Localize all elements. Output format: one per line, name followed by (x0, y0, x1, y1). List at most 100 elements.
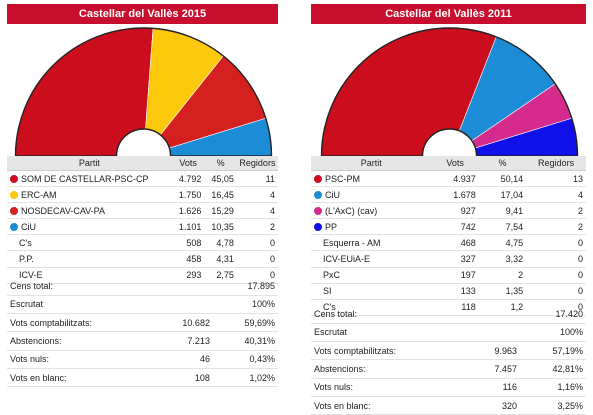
party-cell: C's (7, 234, 172, 252)
stats-row: Vots en blanc: 320 3,25% (311, 396, 586, 415)
stat-percent: 17.895 (212, 277, 278, 296)
party-cell: CiU (7, 218, 172, 236)
party-name: (L'AxC) (cav) (325, 205, 378, 216)
seats-cell: 0 (526, 283, 586, 300)
party-name: SOM DE CASTELLAR-PSC-CP (21, 173, 149, 184)
stat-value (443, 305, 520, 324)
pct-cell: 4,75 (478, 234, 527, 252)
panel-title: Castellar del Vallès 2011 (385, 8, 512, 20)
party-cell: ICV-EUiA-E (311, 250, 432, 268)
stat-value: 108 (137, 368, 213, 388)
column-header: Regidors (526, 156, 586, 171)
party-name: SI (323, 286, 332, 297)
stat-label: Vots en blanc: (311, 396, 443, 415)
stat-value: 320 (443, 396, 520, 415)
table-row: C's 508 4,78 0 (7, 234, 278, 252)
stat-label: Vots comptabilitzats: (311, 341, 443, 361)
party-color-dot (10, 206, 18, 215)
table-row: P.P. 458 4,31 0 (7, 250, 278, 268)
stat-percent: 59,69% (212, 313, 278, 333)
stat-label: Vots nuls: (311, 378, 443, 398)
stat-value: 7.213 (137, 331, 213, 351)
stat-percent: 57,19% (520, 341, 586, 361)
results-table: Partit Vots% Regidors SOM DE CASTELLAR-PSC-… (7, 156, 278, 284)
stats-row: Vots comptabilitzats: 9.963 57,19% (311, 341, 586, 361)
party-cell: ERC-AM (7, 186, 172, 204)
table-row: ICV-EUiA-E 327 3,32 0 (311, 250, 586, 268)
party-color-dot (314, 190, 322, 199)
pct-cell: 2 (478, 267, 527, 284)
stat-label: Abstencions: (7, 331, 138, 351)
stats-row: Escrutat 100% (7, 295, 278, 314)
table-row: (L'AxC) (cav) 927 9,41 2 (311, 202, 586, 220)
party-name: Esquerra - AM (323, 237, 381, 248)
party-cell: P.P. (7, 250, 172, 268)
votes-cell: 927 (431, 202, 479, 220)
votes-cell: 458 (171, 250, 205, 268)
votes-cell: 1.750 (171, 186, 205, 204)
slice-0 (15, 27, 154, 156)
stat-percent: 0,43% (212, 350, 278, 370)
column-header: Partit (311, 156, 432, 171)
stats-row: Cens total: 17.895 (7, 277, 278, 296)
votes-cell: 197 (431, 267, 479, 284)
party-cell: (L'AxC) (cav) (311, 202, 432, 220)
stat-label: Abstencions: (311, 359, 443, 379)
stats-row: Vots nuls: 116 1,16% (311, 378, 586, 398)
party-color-dot (314, 174, 322, 183)
votes-cell: 4.937 (431, 170, 479, 188)
party-cell: PxC (311, 267, 432, 284)
seats-cell: 2 (236, 218, 278, 236)
votes-cell: 742 (431, 218, 479, 236)
column-header: % (478, 156, 527, 171)
table-row: SI 133 1,35 0 (311, 283, 586, 300)
party-cell: NOSDECAV-CAV-PA (7, 202, 172, 220)
party-cell: PP (311, 218, 432, 236)
stat-value: 7.457 (443, 359, 520, 379)
votes-cell: 1.626 (171, 202, 205, 220)
pct-cell: 3,32 (478, 250, 527, 268)
stat-percent: 40,31% (212, 331, 278, 351)
table-row: NOSDECAV-CAV-PA 1.626 15,29 4 (7, 202, 278, 220)
column-header: Vots (171, 156, 205, 171)
stat-percent: 3,25% (520, 396, 586, 415)
chart-outline (14, 27, 273, 156)
seats-chart-2011 (311, 4, 586, 156)
party-name: PSC-PM (325, 173, 361, 184)
seats-cell: 4 (236, 186, 278, 204)
stat-label: Cens total: (7, 277, 138, 296)
party-color-dot (10, 174, 18, 183)
pct-cell: 45,05 (204, 170, 237, 188)
seats-cell: 13 (526, 170, 586, 188)
stats-row: Vots nuls: 46 0,43% (7, 350, 278, 370)
pct-cell: 9,41 (478, 202, 527, 220)
table-row: CiU 1.101 10,35 2 (7, 218, 278, 236)
pct-cell: 50,14 (478, 170, 527, 188)
seats-cell: 4 (236, 202, 278, 220)
party-color-dot (314, 206, 322, 215)
seats-cell: 11 (236, 170, 278, 188)
table-header: Partit Vots% Regidors (311, 156, 586, 171)
votes-cell: 468 (431, 234, 479, 252)
chart-outline (320, 27, 579, 156)
stat-value (443, 323, 520, 342)
seats-cell: 0 (526, 234, 586, 252)
seats-cell: 0 (526, 250, 586, 268)
stat-label: Vots nuls: (7, 350, 138, 370)
table-header: Partit Vots% Regidors (7, 156, 278, 171)
party-name: P.P. (19, 254, 34, 265)
column-header: Partit (7, 156, 172, 171)
party-name: CiU (21, 221, 36, 232)
stats-table: Cens total: 17.420 Escrutat 100% Vots compta… (311, 305, 586, 415)
table-row: CiU 1.678 17,04 4 (311, 186, 586, 204)
stat-percent: 1,16% (520, 378, 586, 398)
stat-value: 10.682 (137, 313, 213, 333)
stat-percent: 1,02% (212, 368, 278, 388)
stat-percent: 100% (520, 323, 586, 342)
pct-cell: 4,78 (204, 234, 237, 252)
stats-row: Vots en blanc: 108 1,02% (7, 368, 278, 388)
votes-cell: 133 (431, 283, 479, 300)
votes-cell: 327 (431, 250, 479, 268)
seats-cell: 2 (526, 202, 586, 220)
stats-row: Cens total: 17.420 (311, 305, 586, 324)
